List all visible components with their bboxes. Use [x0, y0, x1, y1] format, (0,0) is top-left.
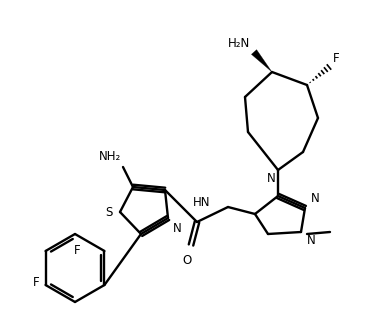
- Polygon shape: [252, 50, 272, 72]
- Text: HN: HN: [193, 196, 211, 208]
- Text: S: S: [106, 207, 113, 219]
- Text: N: N: [307, 234, 316, 247]
- Text: F: F: [333, 52, 340, 65]
- Text: O: O: [182, 254, 192, 267]
- Text: NH₂: NH₂: [99, 150, 121, 163]
- Text: F: F: [74, 244, 80, 257]
- Text: N: N: [267, 172, 276, 185]
- Text: F: F: [33, 277, 39, 290]
- Text: N: N: [311, 192, 320, 205]
- Text: H₂N: H₂N: [228, 37, 250, 50]
- Text: N: N: [173, 222, 182, 235]
